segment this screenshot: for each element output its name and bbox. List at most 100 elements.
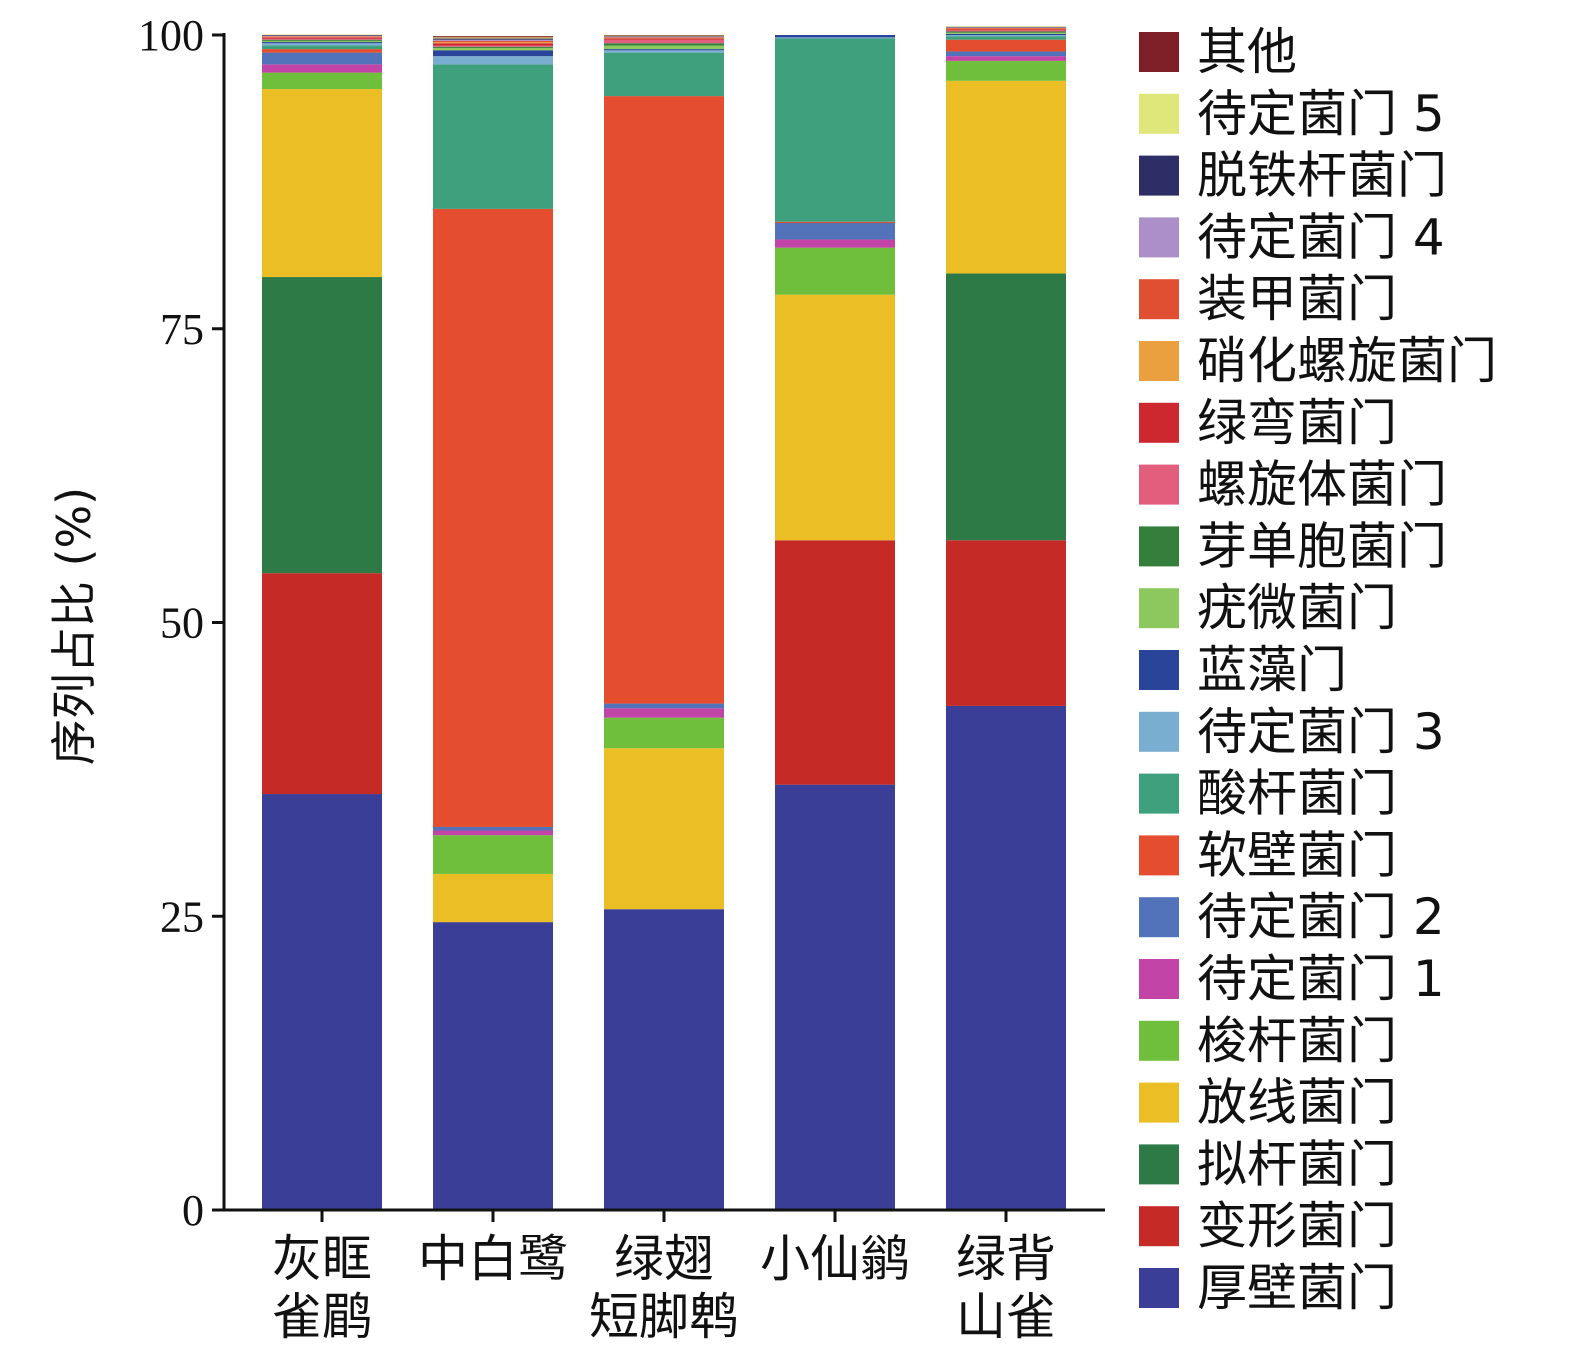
legend-swatch [1139, 402, 1179, 443]
bar-segment [604, 45, 724, 50]
bar-segment [775, 294, 895, 541]
bar-segment [775, 239, 895, 248]
bar-segment [433, 46, 553, 48]
bar-segment [946, 36, 1066, 40]
legend-label: 酸杆菌门 [1197, 765, 1397, 823]
bar-segment [946, 30, 1066, 32]
legend-swatch [1139, 32, 1179, 72]
bar-segment [262, 37, 382, 39]
bar-segment [262, 39, 382, 41]
legend-label: 厚壁菌门 [1197, 1259, 1397, 1317]
bar-segment [262, 43, 382, 46]
bar-segment [433, 47, 553, 51]
x-category-label: 绿翅 [614, 1230, 714, 1288]
bar-segment [433, 38, 553, 40]
legend-label: 待定菌门 5 [1197, 85, 1445, 143]
bar-segment [604, 96, 724, 704]
legend-swatch [1139, 835, 1179, 876]
legend-swatch [1139, 93, 1179, 134]
bar-segment [946, 705, 1066, 1210]
bar-segment [433, 43, 553, 46]
bar-segment [946, 56, 1066, 61]
bar-segment [433, 50, 553, 57]
bar-segment [946, 27, 1066, 28]
bar-segment [604, 36, 724, 38]
bar-segment [604, 37, 724, 38]
bar-segment [262, 38, 382, 40]
bar-segment [262, 573, 382, 795]
bar-segment [262, 40, 382, 43]
bar-segment [262, 45, 382, 50]
legend-label: 软壁菌门 [1197, 826, 1397, 884]
ticks-group: 0 25 50 75 100 [138, 11, 224, 1235]
bar-segment [433, 36, 553, 38]
legend-swatch [1139, 773, 1179, 814]
bar-segment [433, 826, 553, 831]
bar-segment [604, 39, 724, 44]
bar-segment [433, 922, 553, 1210]
bar-segment [433, 208, 553, 827]
legend-swatch [1139, 588, 1179, 629]
legend-label: 螺旋体菌门 [1197, 456, 1447, 514]
x-category-label: 雀鹛 [272, 1288, 372, 1346]
bar-segment [775, 221, 895, 223]
y-tick-label: 50 [160, 599, 204, 648]
bar-segment [604, 37, 724, 39]
bar-segment [775, 35, 895, 38]
x-category-label: 山雀 [956, 1288, 1056, 1346]
bar-segment [604, 717, 724, 749]
bar-segment [946, 35, 1066, 37]
legend-label: 硝化螺旋菌门 [1197, 332, 1497, 390]
bar-segment [262, 72, 382, 90]
legend-label: 蓝藻门 [1197, 641, 1347, 699]
bar-segment [433, 873, 553, 923]
bar-segment [262, 794, 382, 1210]
legend-swatch [1139, 341, 1179, 381]
bar-segment [604, 50, 724, 53]
bar-segment [604, 35, 724, 37]
bar-segment [775, 540, 895, 785]
legend-swatch [1139, 526, 1179, 567]
bar-segment [262, 49, 382, 53]
bar-segment [604, 35, 724, 36]
legend-swatch [1139, 1144, 1179, 1185]
y-axis-title: 序列占比 (%) [47, 487, 101, 765]
bar-segment [946, 31, 1066, 33]
bar-segment [262, 34, 382, 35]
bar-segment [262, 89, 382, 278]
y-tick-label: 100 [138, 11, 204, 60]
legend-label: 待定菌门 1 [1197, 950, 1445, 1008]
legend-label: 待定菌门 2 [1197, 888, 1445, 946]
bar-segment [946, 540, 1066, 706]
bar-segment [433, 830, 553, 836]
legend-label: 脱铁杆菌门 [1197, 147, 1447, 205]
legend-swatch [1139, 959, 1179, 999]
bar-segment [946, 29, 1066, 31]
bar-segment [433, 39, 553, 41]
bar-segment [946, 80, 1066, 274]
bar-segment [604, 748, 724, 910]
bar-segment [433, 40, 553, 43]
bar-segment [946, 273, 1066, 541]
x-category-label: 灰眶 [272, 1230, 372, 1288]
bar-segment [604, 36, 724, 37]
legend-swatch [1139, 650, 1179, 690]
bar-segment [946, 26, 1066, 27]
legend-label: 绿弯菌门 [1197, 394, 1397, 452]
bar-segment [262, 64, 382, 73]
bar-segment [262, 35, 382, 37]
x-category-label: 绿背 [956, 1230, 1056, 1288]
bar-segment [775, 247, 895, 295]
bar-segment [775, 784, 895, 1210]
bar-segment [262, 36, 382, 38]
bar-segment [775, 37, 895, 39]
bar-segment [433, 835, 553, 874]
bar-segment [604, 909, 724, 1210]
bar-segment [262, 42, 382, 44]
legend-label: 拟杆菌门 [1197, 1135, 1397, 1193]
bar-segment [604, 49, 724, 51]
bar-segment [604, 703, 724, 709]
legend-swatch [1139, 711, 1179, 752]
